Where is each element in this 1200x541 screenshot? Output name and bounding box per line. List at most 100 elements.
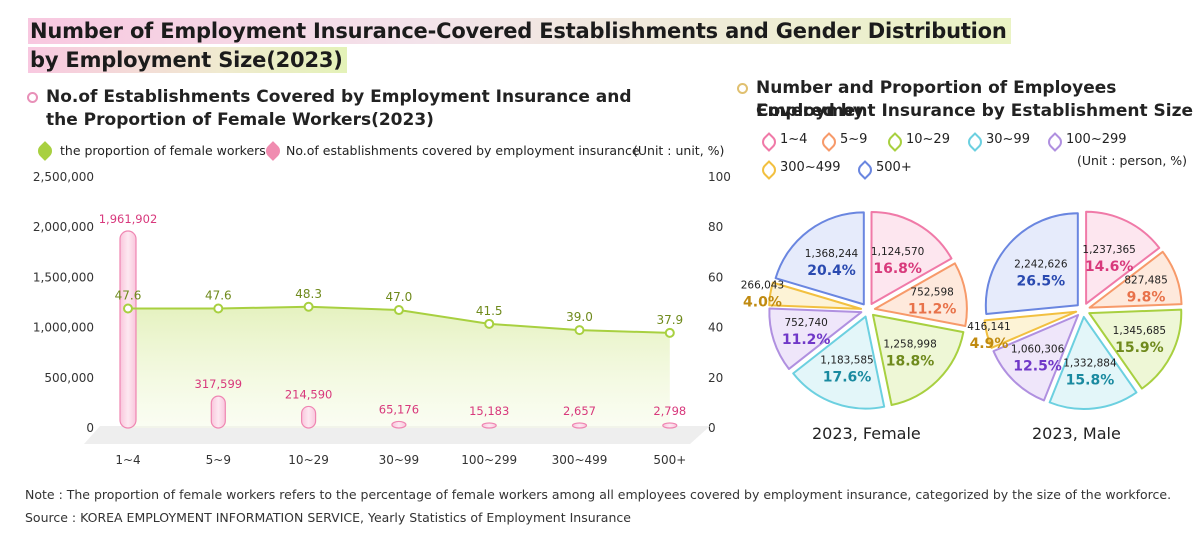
legend-bar-label: No.of establishments covered by employme… [286, 143, 640, 158]
establishments-bar [119, 230, 137, 429]
y-tick-left: 1,000,000 [33, 321, 94, 335]
source-text: Source : KOREA EMPLOYMENT INFORMATION SE… [25, 510, 631, 525]
x-tick-label: 300~499 [552, 453, 608, 467]
legend-bar-icon [263, 141, 283, 161]
pie-slice [792, 315, 886, 410]
legend-swatch-icon [1045, 132, 1065, 152]
pie-value-label: 1,345,685 [1113, 325, 1166, 337]
pie-value-label: 416,141 [967, 321, 1010, 333]
note-text: Note : The proportion of female workers … [25, 487, 1172, 502]
main-title-line2: by Employment Size(2023) [28, 47, 347, 73]
y-tick-left: 500,000 [44, 371, 94, 385]
pie-percent-label: 15.9% [1115, 340, 1164, 356]
line-point [484, 318, 495, 329]
left-subtitle-line1: No.of Establishments Covered by Employme… [46, 87, 632, 107]
establishments-bar [210, 395, 226, 429]
pie-value-label: 1,124,570 [871, 246, 924, 258]
pie-percent-label: 17.6% [823, 369, 872, 385]
pie-value-label: 1,368,244 [805, 248, 859, 260]
line-area [128, 306, 670, 428]
legend-size-label: 500+ [876, 160, 912, 175]
chart-floor [84, 426, 710, 444]
pie-percent-label: 9.8% [1127, 289, 1166, 305]
pie-percent-label: 20.4% [807, 263, 856, 279]
pie-value-label: 827,485 [1124, 274, 1167, 286]
pie-percent-label: 16.8% [873, 261, 922, 277]
legend-size-label: 1~4 [780, 132, 808, 147]
main-title-line1: Number of Employment Insurance-Covered E… [28, 18, 1011, 44]
pie-percent-label: 12.5% [1013, 358, 1062, 374]
legend-line-icon [35, 141, 55, 161]
pie-value-label: 1,183,585 [820, 354, 873, 366]
pie-percent-label: 15.8% [1066, 373, 1115, 389]
bullet-icon [27, 92, 38, 103]
right-subtitle-line2: Employment Insurance by Establishment Si… [756, 101, 1194, 121]
y-tick-left: 2,500,000 [33, 170, 94, 184]
establishments-bar [481, 422, 497, 429]
line-point [393, 305, 404, 316]
bar-value-label: 317,599 [195, 377, 243, 391]
left-unit: (Unit : unit, %) [633, 143, 725, 158]
line-point [213, 303, 224, 314]
pie-value-label: 266,043 [741, 279, 784, 291]
y-tick-left: 1,500,000 [33, 270, 94, 284]
legend-swatch-icon [759, 160, 779, 180]
line-point [664, 327, 675, 338]
pie-percent-label: 14.6% [1085, 259, 1134, 275]
bar-value-label: 2,657 [563, 404, 596, 418]
establishments-bar [391, 420, 407, 429]
right-unit: (Unit : person, %) [1077, 153, 1188, 168]
line-point [574, 325, 585, 336]
legend-line-label: the proportion of female workers [60, 143, 266, 158]
x-tick-label: 30~99 [379, 453, 420, 467]
combo-chart: 2,500,000 2,000,000 1,500,000 1,000,000 500,… [33, 170, 731, 467]
pie-percent-label: 26.5% [1017, 274, 1066, 290]
establishments-bar [301, 405, 317, 429]
pie-percent-label: 11.2% [908, 301, 957, 317]
x-tick-label: 500+ [653, 453, 686, 467]
pie-percent-label: 18.8% [886, 353, 935, 369]
pie-percent-label: 4.0% [743, 294, 782, 310]
legend-size-label: 5~9 [840, 132, 868, 147]
line-value-label: 48.3 [295, 287, 322, 301]
pie-slice [768, 281, 863, 310]
pie-value-label: 2,242,626 [1014, 259, 1068, 271]
y-tick-right: 60 [708, 270, 723, 284]
pie-slice [1085, 210, 1161, 305]
y-tick-right: 80 [708, 220, 723, 234]
line-value-label: 47.6 [115, 289, 142, 303]
pie-charts: 1,124,570 16.8% 752,598 11.2% 1,258,998 18.8%… [741, 210, 1183, 410]
pie-value-label: 1,258,998 [883, 338, 936, 350]
y-tick-left: 0 [86, 421, 94, 435]
y-tick-right: 40 [708, 321, 723, 335]
pie-slice [873, 262, 968, 328]
pie-slice [768, 307, 863, 370]
line-value-label: 47.0 [386, 290, 413, 304]
pie-slice [984, 212, 1079, 315]
pie-slice [774, 211, 865, 306]
x-tick-label: 1~4 [115, 453, 140, 467]
pie-slice [1088, 308, 1183, 390]
bar-value-label: 1,961,902 [99, 212, 158, 226]
line-value-label: 41.5 [476, 304, 503, 318]
pie-value-label: 1,332,884 [1063, 358, 1117, 370]
pie-slice [870, 210, 953, 305]
pie-value-label: 1,060,306 [1011, 343, 1065, 355]
bar-value-label: 65,176 [379, 402, 419, 416]
line-value-label: 39.0 [566, 310, 593, 324]
pie-slice [871, 313, 965, 407]
y-tick-left: 2,000,000 [33, 220, 94, 234]
line-value-label: 37.9 [656, 313, 683, 327]
legend-size-label: 300~499 [780, 160, 841, 175]
y-tick-right: 100 [708, 170, 731, 184]
bullet-icon [737, 83, 748, 94]
left-subtitle-line2: the Proportion of Female Workers(2023) [46, 110, 434, 130]
y-tick-right: 0 [708, 421, 716, 435]
female-pie-title: 2023, Female [812, 424, 921, 443]
legend-swatch-icon [965, 132, 985, 152]
y-tick-right: 20 [708, 371, 723, 385]
establishments-bar [662, 422, 678, 429]
legend-swatch-icon [819, 132, 839, 152]
x-tick-label: 100~299 [461, 453, 517, 467]
x-tick-label: 5~9 [206, 453, 231, 467]
